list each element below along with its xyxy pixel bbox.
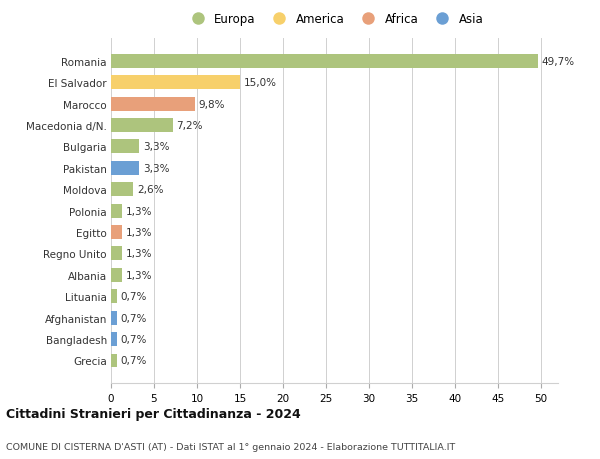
Bar <box>111 76 240 90</box>
Bar <box>111 97 195 111</box>
Text: 1,3%: 1,3% <box>125 249 152 259</box>
Bar <box>111 140 139 154</box>
Text: 15,0%: 15,0% <box>244 78 277 88</box>
Text: Cittadini Stranieri per Cittadinanza - 2024: Cittadini Stranieri per Cittadinanza - 2… <box>6 407 301 420</box>
Text: 0,7%: 0,7% <box>121 334 147 344</box>
Bar <box>111 290 117 303</box>
Text: 0,7%: 0,7% <box>121 313 147 323</box>
Text: 7,2%: 7,2% <box>176 121 203 131</box>
Bar <box>111 204 122 218</box>
Text: 49,7%: 49,7% <box>542 56 575 67</box>
Bar <box>111 311 117 325</box>
Bar <box>111 354 117 368</box>
Text: 2,6%: 2,6% <box>137 185 163 195</box>
Text: 9,8%: 9,8% <box>199 99 225 109</box>
Text: 1,3%: 1,3% <box>125 228 152 237</box>
Text: COMUNE DI CISTERNA D'ASTI (AT) - Dati ISTAT al 1° gennaio 2024 - Elaborazione TU: COMUNE DI CISTERNA D'ASTI (AT) - Dati IS… <box>6 442 455 451</box>
Text: 0,7%: 0,7% <box>121 356 147 366</box>
Bar <box>111 119 173 133</box>
Text: 1,3%: 1,3% <box>125 270 152 280</box>
Legend: Europa, America, Africa, Asia: Europa, America, Africa, Asia <box>184 11 485 28</box>
Bar <box>111 225 122 240</box>
Text: 0,7%: 0,7% <box>121 291 147 302</box>
Bar <box>111 247 122 261</box>
Bar <box>111 162 139 175</box>
Bar <box>111 268 122 282</box>
Text: 3,3%: 3,3% <box>143 163 169 174</box>
Text: 1,3%: 1,3% <box>125 206 152 216</box>
Bar <box>111 55 538 68</box>
Bar <box>111 332 117 346</box>
Text: 3,3%: 3,3% <box>143 142 169 152</box>
Bar <box>111 183 133 197</box>
